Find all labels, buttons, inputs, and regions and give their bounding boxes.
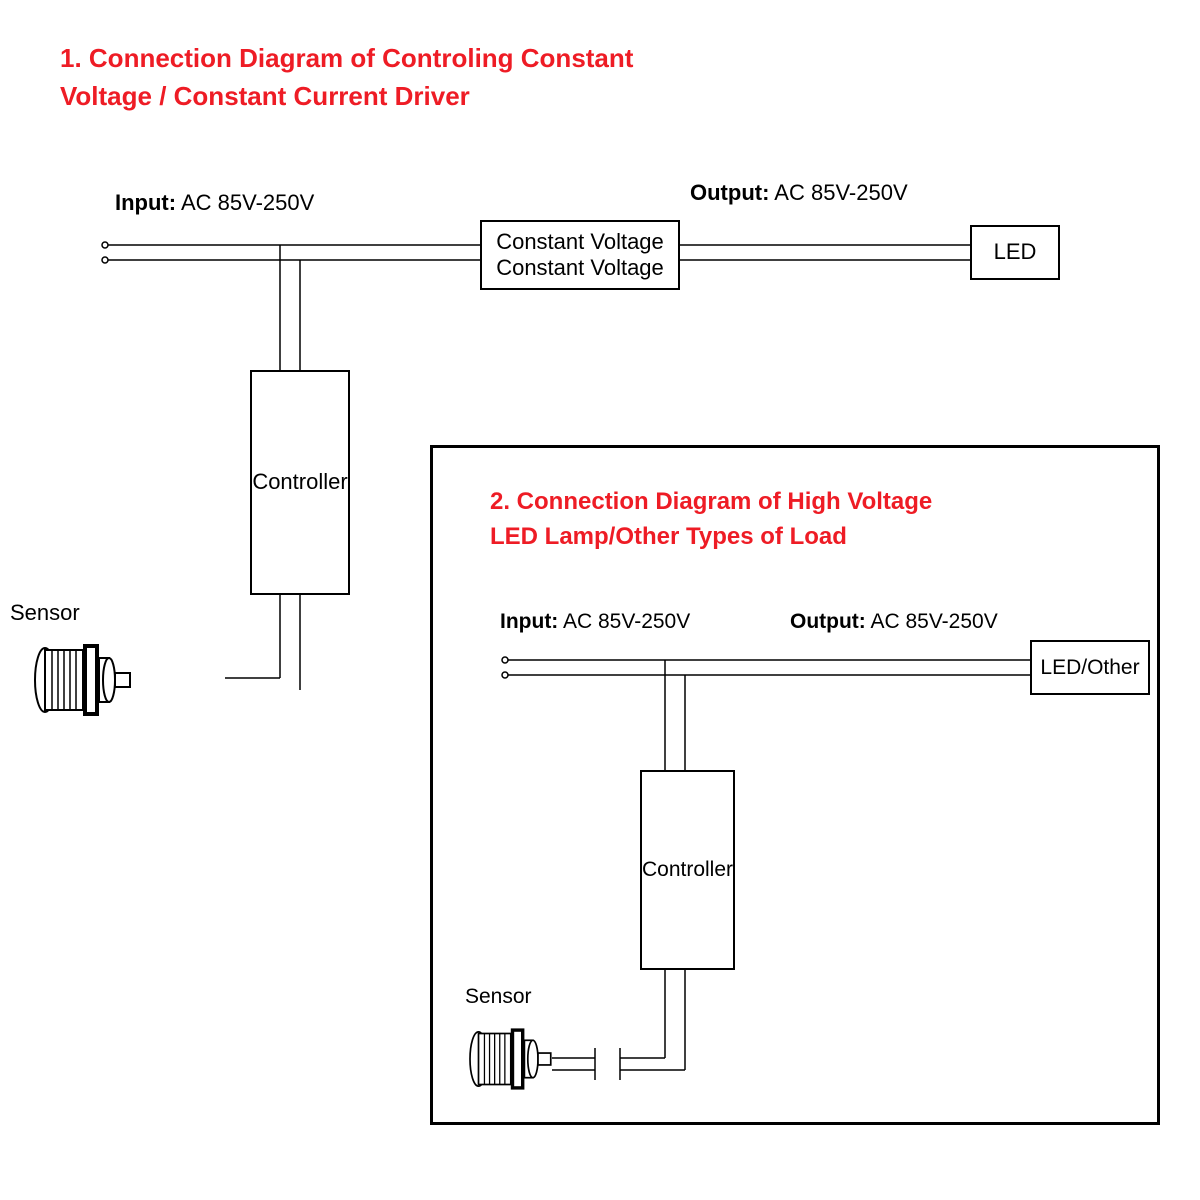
d1-controller-label: Controller [252,469,347,495]
d1-input-label: Input: AC 85V-250V [115,190,314,216]
d2-output-label: Output: AC 85V-250V [790,610,998,634]
d1-led-label: LED [994,239,1037,265]
d2-led-label: LED/Other [1040,655,1139,680]
diagram2-title: 2. Connection Diagram of High Voltage LE… [490,485,1110,555]
d2-input-label: Input: AC 85V-250V [500,610,690,634]
d1-driver-line1: Constant Voltage [496,229,664,255]
d1-controller-box: Controller [250,370,350,595]
d2-controller-box: Controller [640,770,735,970]
d2-controller-label: Controller [642,857,733,882]
d1-led-box: LED [970,225,1060,280]
d1-output-label: Output: AC 85V-250V [690,180,908,206]
d1-sensor-label: Sensor [10,600,80,626]
d1-driver-box: Constant Voltage Constant Voltage [480,220,680,290]
d1-driver-line2: Constant Voltage [496,255,664,281]
d2-sensor-label: Sensor [465,985,532,1009]
diagram1-title: 1. Connection Diagram of Controling Cons… [60,40,760,115]
d2-led-box: LED/Other [1030,640,1150,695]
